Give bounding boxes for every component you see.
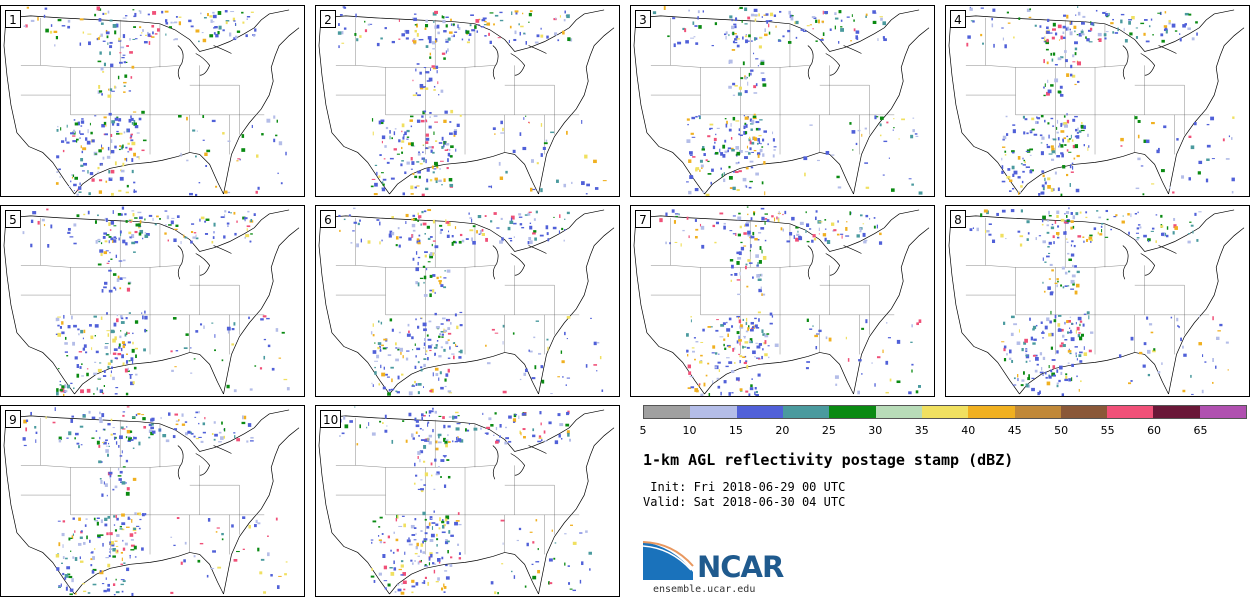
ensemble-member-panel: 1 (0, 5, 305, 197)
colorbar-tick: 65 (1193, 424, 1208, 437)
ensemble-member-panel: 5 (0, 205, 305, 397)
colorbar-tick: 55 (1100, 424, 1115, 437)
time-info: Init: Fri 2018-06-29 00 UTC Valid: Sat 2… (643, 480, 845, 510)
valid-time: Valid: Sat 2018-06-30 04 UTC (643, 495, 846, 509)
radar-map (633, 6, 930, 196)
member-number: 8 (950, 210, 966, 228)
colorbar-tick: 45 (1007, 424, 1022, 437)
colorbar-segment (1060, 406, 1108, 418)
site-url: ensemble.ucar.edu (653, 584, 756, 595)
ensemble-member-panel: 9 (0, 405, 305, 597)
colorbar-tick: 5 (639, 424, 647, 437)
colorbar-tick: 35 (914, 424, 929, 437)
colorbar-segment (829, 406, 876, 418)
ncar-logo-text: NCAR (697, 550, 784, 584)
colorbar-tick: 40 (961, 424, 976, 437)
member-number: 6 (320, 210, 336, 228)
member-number: 2 (320, 10, 336, 28)
ensemble-member-panel: 3 (630, 5, 935, 197)
radar-map (948, 207, 1245, 396)
colorbar-segment (1014, 406, 1061, 418)
ensemble-member-panel: 2 (315, 5, 620, 197)
plot-title: 1-km AGL reflectivity postage stamp (dBZ… (643, 451, 1014, 469)
colorbar-segment (875, 406, 922, 418)
radar-map (318, 406, 615, 595)
colorbar-tick: 10 (682, 424, 697, 437)
reflectivity-colorbar (643, 405, 1247, 419)
colorbar-segment (1107, 406, 1154, 418)
colorbar-tick: 20 (775, 424, 790, 437)
colorbar-tick-labels: 5 10 15 20 25 30 35 40 45 50 55 60 65 (639, 424, 1247, 438)
init-time: Init: Fri 2018-06-29 00 UTC (643, 480, 846, 494)
member-number: 4 (950, 10, 966, 28)
radar-map (633, 206, 930, 396)
radar-map (318, 207, 615, 396)
colorbar-tick: 30 (868, 424, 883, 437)
colorbar-segment (782, 406, 830, 418)
colorbar-segment (690, 406, 737, 418)
member-number: 7 (635, 210, 651, 228)
radar-map (3, 6, 300, 196)
radar-map (318, 6, 615, 196)
member-number: 5 (5, 210, 21, 228)
ncar-logo-icon (643, 541, 694, 580)
radar-map (948, 6, 1245, 196)
colorbar-tick: 50 (1054, 424, 1069, 437)
colorbar-segment (921, 406, 969, 418)
ensemble-member-panel: 4 (945, 5, 1250, 197)
colorbar-segment (736, 406, 783, 418)
colorbar-segment (968, 406, 1015, 418)
ensemble-member-panel: 6 (315, 205, 620, 397)
member-number: 3 (635, 10, 651, 28)
colorbar-segment (1199, 406, 1247, 418)
member-number: 9 (5, 410, 21, 428)
member-number: 10 (320, 410, 342, 428)
radar-map (3, 406, 300, 596)
colorbar-tick: 60 (1147, 424, 1162, 437)
colorbar-tick: 25 (821, 424, 836, 437)
radar-map (3, 206, 300, 396)
colorbar-segment (644, 406, 691, 418)
ensemble-member-panel: 10 (315, 405, 620, 597)
colorbar-tick: 15 (728, 424, 743, 437)
ensemble-member-panel: 8 (945, 205, 1250, 397)
member-number: 1 (5, 10, 21, 28)
ensemble-member-panel: 7 (630, 205, 935, 397)
colorbar-segment (1153, 406, 1200, 418)
